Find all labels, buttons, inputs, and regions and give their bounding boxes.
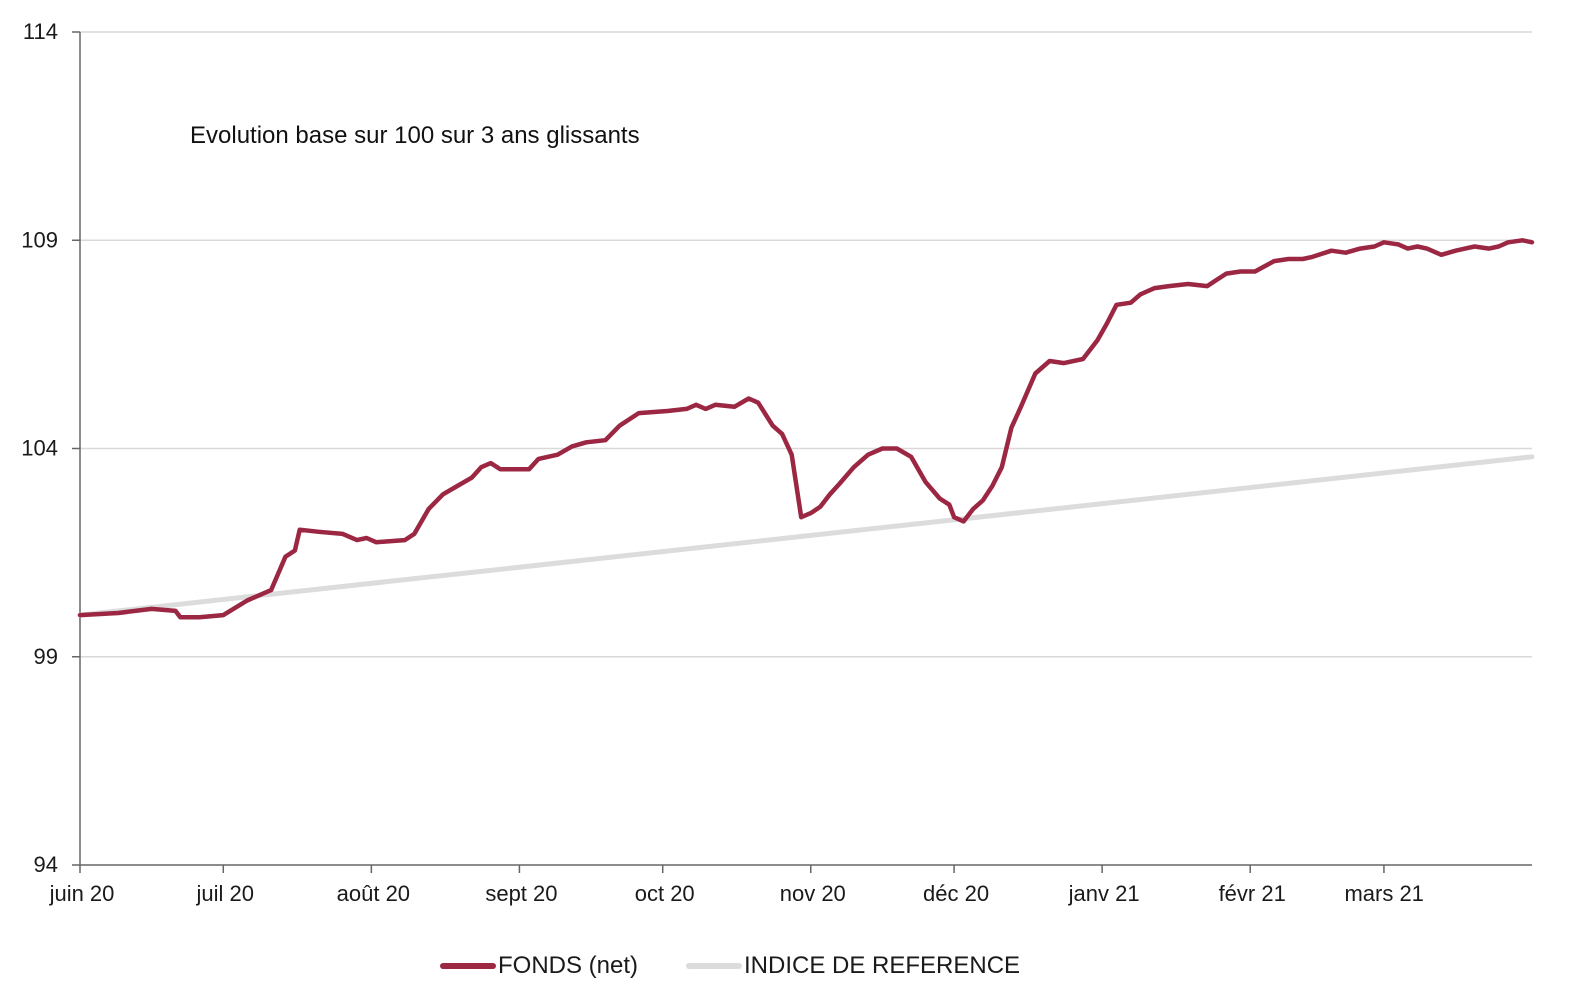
axes xyxy=(72,31,1532,873)
x-tick-label: nov 20 xyxy=(780,881,846,906)
series-lines xyxy=(77,238,1535,620)
legend-item-indice: INDICE DE REFERENCE xyxy=(686,952,1020,980)
y-tick-label: 114 xyxy=(23,19,58,44)
y-axis-tick-labels: 94 99 104 109 114 xyxy=(21,19,58,877)
legend-label-fonds: FONDS (net) xyxy=(498,952,639,979)
legend-item-fonds: FONDS (net) xyxy=(440,952,638,980)
gridlines xyxy=(80,31,1532,658)
y-tick-label: 94 xyxy=(34,852,58,877)
legend-swatch-indice xyxy=(686,963,743,969)
x-tick-label: mars 21 xyxy=(1344,881,1423,906)
x-tick-label: juin 20 xyxy=(49,881,115,906)
y-tick-label: 104 xyxy=(21,436,58,461)
y-tick-label: 99 xyxy=(34,644,58,669)
x-tick-label: janv 21 xyxy=(1068,881,1140,906)
legend-label-indice: INDICE DE REFERENCE xyxy=(744,952,1021,979)
series-line-indice xyxy=(77,454,1535,618)
legend: FONDS (net) INDICE DE REFERENCE xyxy=(440,952,1068,980)
x-axis-tick-labels: juin 20 juil 20 août 20 sept 20 oct 20 nov 20… xyxy=(49,881,1424,906)
legend-swatch-fonds xyxy=(440,963,496,969)
series-line-fonds xyxy=(77,238,1535,620)
x-tick-label: juil 20 xyxy=(196,881,254,906)
x-tick-label: févr 21 xyxy=(1219,881,1286,906)
x-tick-label: sept 20 xyxy=(485,881,557,906)
y-tick-label: 109 xyxy=(21,227,58,252)
x-tick-label: déc 20 xyxy=(923,881,989,906)
x-tick-label: oct 20 xyxy=(635,881,695,906)
chart-annotation: Evolution base sur 100 sur 3 ans glissan… xyxy=(190,122,640,149)
x-tick-label: août 20 xyxy=(337,881,410,906)
